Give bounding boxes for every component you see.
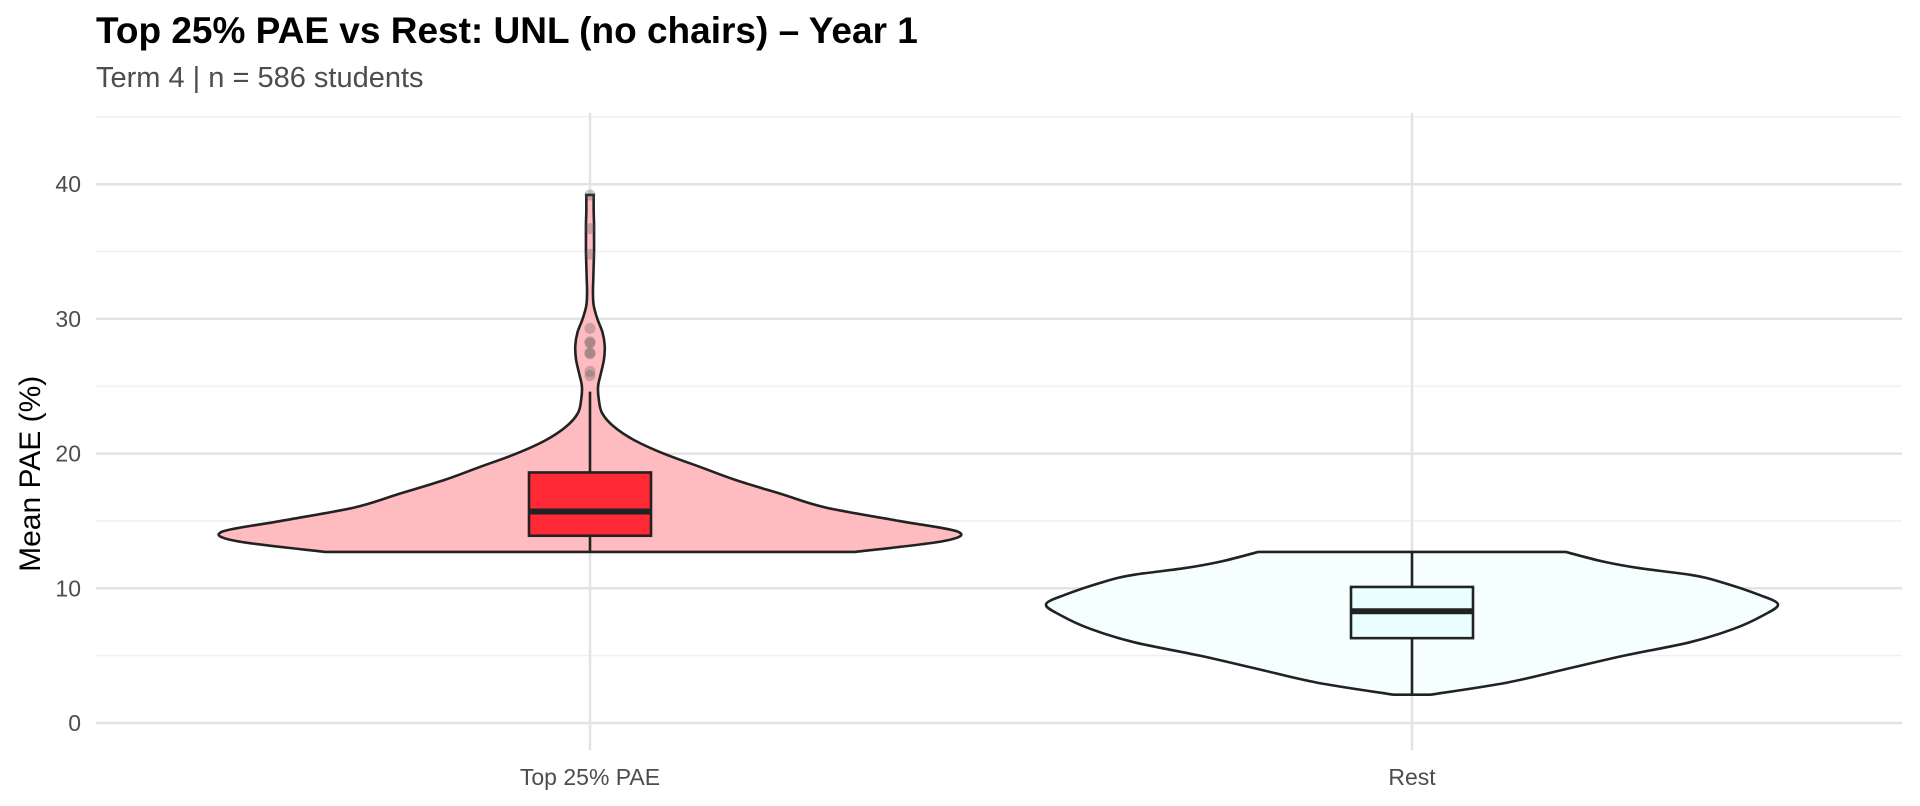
outlier-point	[584, 348, 596, 360]
outlier-point	[584, 223, 596, 235]
box-0	[527, 471, 653, 538]
box-layer	[527, 391, 1475, 695]
outlier-point	[584, 336, 596, 348]
outlier-point	[584, 369, 596, 381]
y-tick-label: 20	[55, 441, 81, 467]
y-tick-label: 10	[55, 575, 81, 601]
x-tick-label: Rest	[1388, 764, 1436, 790]
outlier-point	[584, 337, 596, 349]
chart-subtitle: Term 4 | n = 586 students	[96, 62, 424, 94]
outlier-point	[584, 248, 596, 260]
y-tick-label: 40	[55, 171, 81, 197]
point-layer	[584, 189, 596, 381]
y-tick-label: 0	[68, 710, 81, 736]
violin-0	[217, 193, 963, 554]
y-axis-label: Mean PAE (%)	[14, 376, 47, 572]
chart-title: Top 25% PAE vs Rest: UNL (no chairs) – Y…	[96, 10, 918, 51]
tick-layer: 0 10 20 30 40 Top 25% PAE Rest	[55, 171, 1436, 790]
y-tick-label: 30	[55, 306, 81, 332]
x-tick-label: Top 25% PAE	[520, 764, 660, 790]
outlier-point	[584, 347, 596, 359]
violin-layer	[217, 193, 1780, 697]
outlier-point	[584, 322, 596, 334]
outlier-point	[584, 365, 596, 377]
outlier-point	[584, 189, 596, 201]
